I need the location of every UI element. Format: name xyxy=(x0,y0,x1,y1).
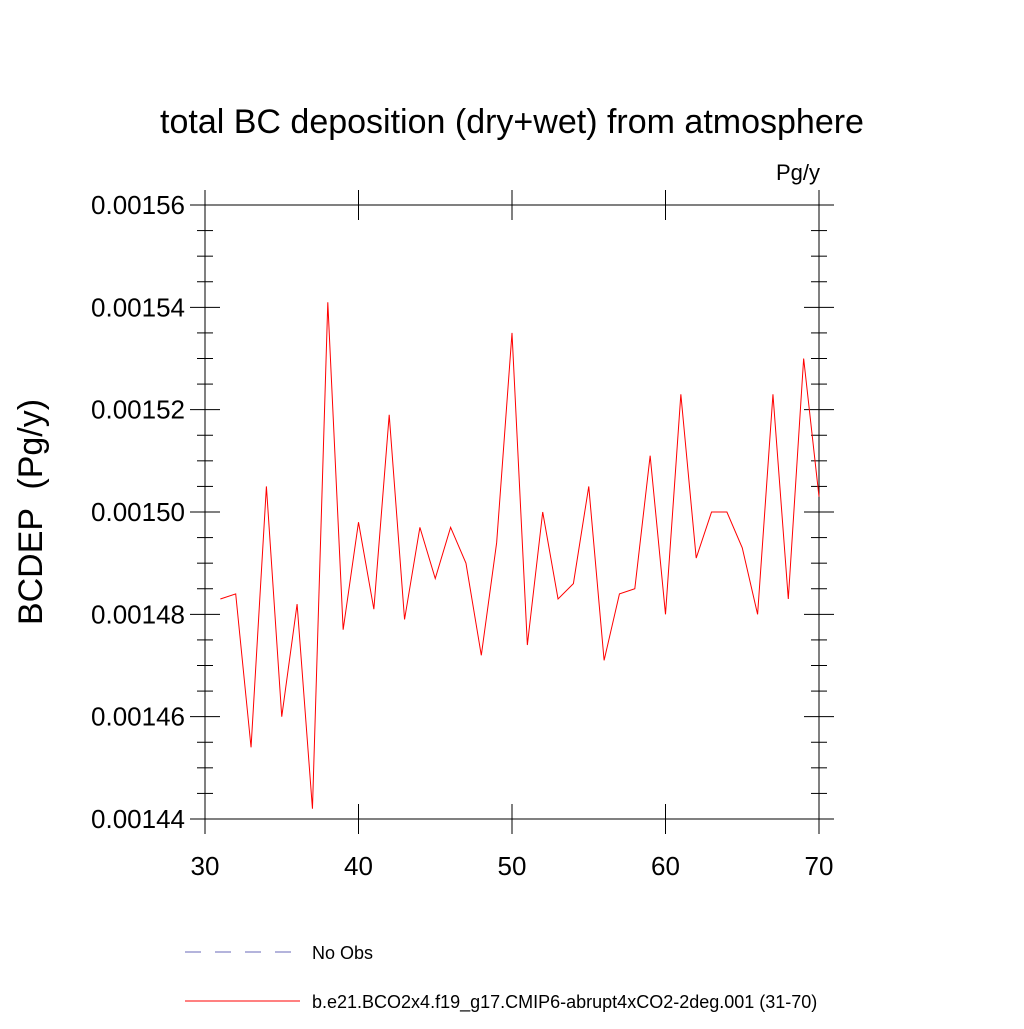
x-tick-label: 30 xyxy=(191,851,220,881)
legend: No Obs b.e21.BCO2x4.f19_g17.CMIP6-abrupt… xyxy=(185,943,817,1013)
y-tick-label: 0.00148 xyxy=(91,599,185,629)
units-label: Pg/y xyxy=(776,160,820,185)
y-axis: 0.00144 0.00146 0.00148 0.00150 0.00152 0.001… xyxy=(91,190,834,834)
series-line-1 xyxy=(220,302,820,809)
y-tick-label: 0.00144 xyxy=(91,804,185,834)
legend-label-no-obs: No Obs xyxy=(312,943,373,963)
y-tick-label: 0.00154 xyxy=(91,292,185,322)
y-tick-label: 0.00146 xyxy=(91,702,185,732)
x-tick-label: 40 xyxy=(344,851,373,881)
x-tick-label: 50 xyxy=(498,851,527,881)
y-tick-label: 0.00152 xyxy=(91,395,185,425)
series-layer xyxy=(220,302,820,809)
y-tick-label: 0.00156 xyxy=(91,190,185,220)
chart-title: total BC deposition (dry+wet) from atmos… xyxy=(160,103,864,141)
y-axis-label: BCDEP (Pg/y) xyxy=(12,399,50,625)
legend-label-model-run: b.e21.BCO2x4.f19_g17.CMIP6-abrupt4xCO2-2… xyxy=(312,992,817,1013)
x-tick-label: 70 xyxy=(805,851,834,881)
x-tick-label: 60 xyxy=(651,851,680,881)
x-axis: 30 40 50 60 70 xyxy=(191,190,834,881)
y-tick-label: 0.00150 xyxy=(91,497,185,527)
